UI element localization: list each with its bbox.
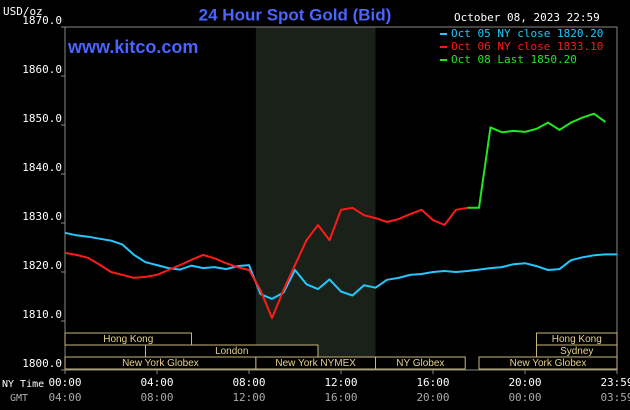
x-tick-label: 04:00 bbox=[140, 376, 173, 389]
session-label: New York Globex bbox=[510, 358, 587, 369]
x2-tick-label: 08:00 bbox=[140, 391, 173, 404]
legend-label: Oct 08 Last 1850.20 bbox=[451, 53, 577, 66]
session-box bbox=[64, 332, 192, 346]
session-box bbox=[375, 356, 466, 370]
series-line bbox=[64, 206, 468, 320]
session-label: Hong Kong bbox=[552, 334, 602, 345]
legend-label: Oct 05 NY close 1820.20 bbox=[451, 27, 603, 40]
session-shade bbox=[255, 27, 376, 370]
session-box bbox=[478, 356, 618, 370]
y-tick-label: 1800.0 bbox=[22, 357, 62, 370]
y-tick-label: 1830.0 bbox=[22, 210, 62, 223]
x2-row-label: GMT bbox=[10, 393, 28, 404]
session-label: Sydney bbox=[560, 346, 593, 357]
units-label: USD/oz bbox=[3, 5, 43, 18]
series-line bbox=[64, 231, 617, 300]
session-label: NY Globex bbox=[396, 358, 444, 369]
x-tick-label: 23:59 bbox=[600, 376, 630, 389]
session-label: London bbox=[215, 346, 248, 357]
x-tick-label: 16:00 bbox=[416, 376, 449, 389]
y-tick-label: 1850.0 bbox=[22, 112, 62, 125]
series-line bbox=[467, 112, 607, 209]
session-label: New York Globex bbox=[122, 358, 199, 369]
x-tick-label: 08:00 bbox=[232, 376, 265, 389]
x2-tick-label: 12:00 bbox=[232, 391, 265, 404]
y-tick-label: 1840.0 bbox=[22, 161, 62, 174]
y-tick-label: 1810.0 bbox=[22, 308, 62, 321]
legend-label: Oct 06 NY close 1833.10 bbox=[451, 40, 603, 53]
y-tick-label: 1870.0 bbox=[22, 14, 62, 27]
x-row-label: NY Time bbox=[2, 379, 44, 390]
x2-tick-label: 03:59 bbox=[600, 391, 630, 404]
x2-tick-label: 16:00 bbox=[324, 391, 357, 404]
y-tick-label: 1820.0 bbox=[22, 259, 62, 272]
site-label: www.kitco.com bbox=[67, 37, 198, 57]
x-tick-label: 00:00 bbox=[48, 376, 81, 389]
x-tick-label: 20:00 bbox=[508, 376, 541, 389]
x2-tick-label: 20:00 bbox=[416, 391, 449, 404]
x2-tick-label: 00:00 bbox=[508, 391, 541, 404]
session-label: New York NYMEX bbox=[275, 358, 356, 369]
date-label: October 08, 2023 22:59 bbox=[454, 11, 600, 24]
y-tick-label: 1860.0 bbox=[22, 63, 62, 76]
session-label: Hong Kong bbox=[103, 334, 153, 345]
chart-title: 24 Hour Spot Gold (Bid) bbox=[199, 5, 392, 24]
x2-tick-label: 04:00 bbox=[48, 391, 81, 404]
x-tick-label: 12:00 bbox=[324, 376, 357, 389]
